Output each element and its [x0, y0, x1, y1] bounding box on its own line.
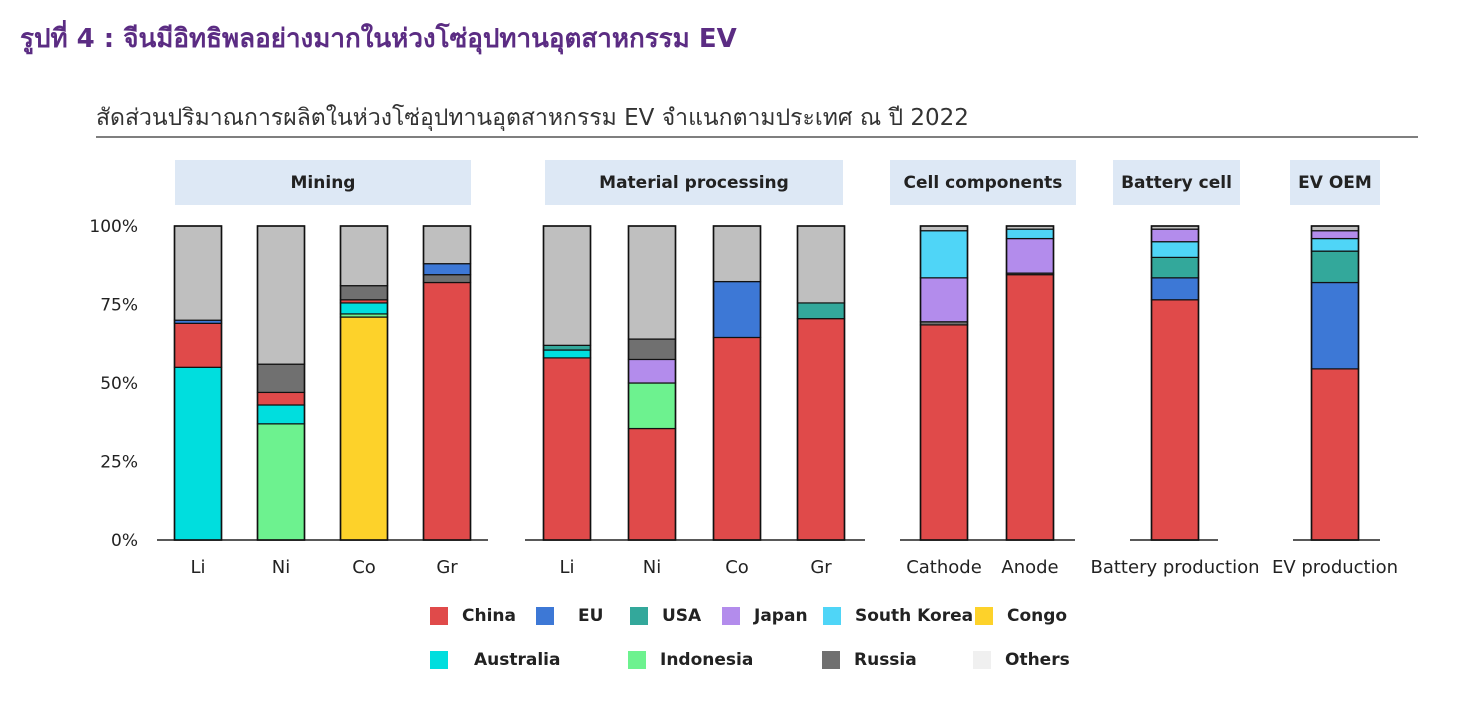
bar-segment-ni-russia	[256, 363, 306, 394]
bar-segment-li-australia	[542, 349, 592, 359]
bar-outline	[627, 225, 677, 541]
bar-segment-li-australia	[173, 366, 223, 541]
x-tick-label: Li	[190, 557, 205, 578]
x-tick-label: Ni	[272, 557, 290, 578]
group-header-label: Mining	[291, 173, 356, 193]
x-tick-label: Battery production	[1091, 557, 1260, 578]
figure-title: รูปที่ 4 : จีนมีอิทธิพลอย่างมากในห่วงโซ่…	[20, 24, 737, 54]
y-tick-label: 100%	[89, 217, 138, 237]
x-tick-label: Ni	[643, 557, 661, 578]
bar-segment-ev-production-japan	[1310, 230, 1360, 240]
y-tick-label: 25%	[100, 453, 138, 473]
bar-segment-ev-production-usa	[1310, 250, 1360, 284]
bar-segment-gr-china	[422, 281, 472, 541]
bar-outline	[422, 225, 472, 541]
chart-title: สัดส่วนปริมาณการผลิตในห่วงโซ่อุปทานอุตสา…	[96, 105, 969, 131]
bar-segment-gr-china	[796, 318, 846, 541]
bar-segment-battery-production-china	[1150, 299, 1200, 541]
group-header-label: EV OEM	[1298, 173, 1372, 193]
bar-segment-co-others	[712, 225, 762, 283]
bar-segment-gr-usa	[796, 302, 846, 320]
bar-segment-co-congo	[339, 316, 389, 541]
x-tick-label: Anode	[1001, 557, 1058, 578]
bar-outline	[256, 225, 306, 541]
bar-outline	[339, 225, 389, 541]
group-header-material-processing	[545, 160, 843, 205]
bar-segment-co-others	[339, 225, 389, 287]
bar-segment-ni-china	[256, 391, 306, 406]
bar-segment-battery-production-usa	[1150, 256, 1200, 279]
y-tick-label: 50%	[100, 374, 138, 394]
bar-segment-li-others	[542, 225, 592, 346]
y-tick-label: 0%	[111, 531, 138, 551]
bar-segment-battery-production-japan	[1150, 228, 1200, 243]
bar-segment-ev-production-china	[1310, 368, 1360, 541]
bar-segment-gr-others	[796, 225, 846, 304]
group-header-battery-cell	[1113, 160, 1240, 205]
bar-segment-anode-japan	[1005, 237, 1055, 274]
group-header-mining	[175, 160, 471, 205]
bar-segment-cathode-japan	[919, 277, 969, 323]
bar-segment-ni-japan	[627, 358, 677, 384]
bar-segment-ev-production-south-korea	[1310, 237, 1360, 252]
x-tick-label: Gr	[810, 557, 832, 578]
bar-segment-co-russia	[339, 285, 389, 301]
bar-outline	[1005, 225, 1055, 541]
bar-segment-ev-production-eu	[1310, 281, 1360, 370]
bar-segment-ni-china	[627, 427, 677, 541]
bar-segment-gr-others	[422, 225, 472, 265]
x-tick-label: Cathode	[906, 557, 982, 578]
bar-outline	[173, 225, 223, 541]
bar-outline	[796, 225, 846, 541]
group-header-ev-oem	[1290, 160, 1380, 205]
x-tick-label: Gr	[436, 557, 458, 578]
bar-segment-ni-others	[256, 225, 306, 365]
bar-segment-li-china	[173, 322, 223, 368]
bar-outline	[919, 225, 969, 541]
bar-segment-li-others	[173, 225, 223, 321]
y-tick-label: 75%	[100, 296, 138, 316]
group-header-label: Cell components	[904, 173, 1063, 193]
bar-segment-li-usa	[542, 344, 592, 351]
bar-segment-ni-russia	[627, 338, 677, 361]
x-tick-label: Li	[559, 557, 574, 578]
bar-segment-co-australia	[339, 302, 389, 315]
bar-segment-co-eu	[712, 280, 762, 339]
bar-outline	[1310, 225, 1360, 541]
bar-segment-cathode-china	[919, 324, 969, 541]
bar-segment-cathode-south-korea	[919, 230, 969, 279]
bar-segment-co-china	[712, 336, 762, 541]
bar-segment-ni-indonesia	[627, 382, 677, 430]
bar-segment-battery-production-eu	[1150, 277, 1200, 301]
bar-segment-gr-eu	[422, 263, 472, 276]
x-tick-label: EV production	[1272, 557, 1398, 578]
bar-outline	[542, 225, 592, 541]
x-tick-label: Co	[352, 557, 376, 578]
bar-segment-anode-south-korea	[1005, 228, 1055, 240]
bar-segment-battery-production-south-korea	[1150, 241, 1200, 258]
bar-outline	[1150, 225, 1200, 541]
bar-segment-li-china	[542, 357, 592, 541]
group-header-cell-components	[890, 160, 1076, 205]
bar-segment-ni-others	[627, 225, 677, 340]
bar-segment-ni-australia	[256, 404, 306, 425]
bar-segment-ni-indonesia	[256, 423, 306, 541]
group-header-label: Material processing	[599, 173, 789, 193]
x-tick-label: Co	[725, 557, 749, 578]
group-header-label: Battery cell	[1121, 173, 1232, 193]
bar-outline	[712, 225, 762, 541]
bar-segment-gr-russia	[422, 274, 472, 284]
bar-segment-anode-china	[1005, 274, 1055, 541]
